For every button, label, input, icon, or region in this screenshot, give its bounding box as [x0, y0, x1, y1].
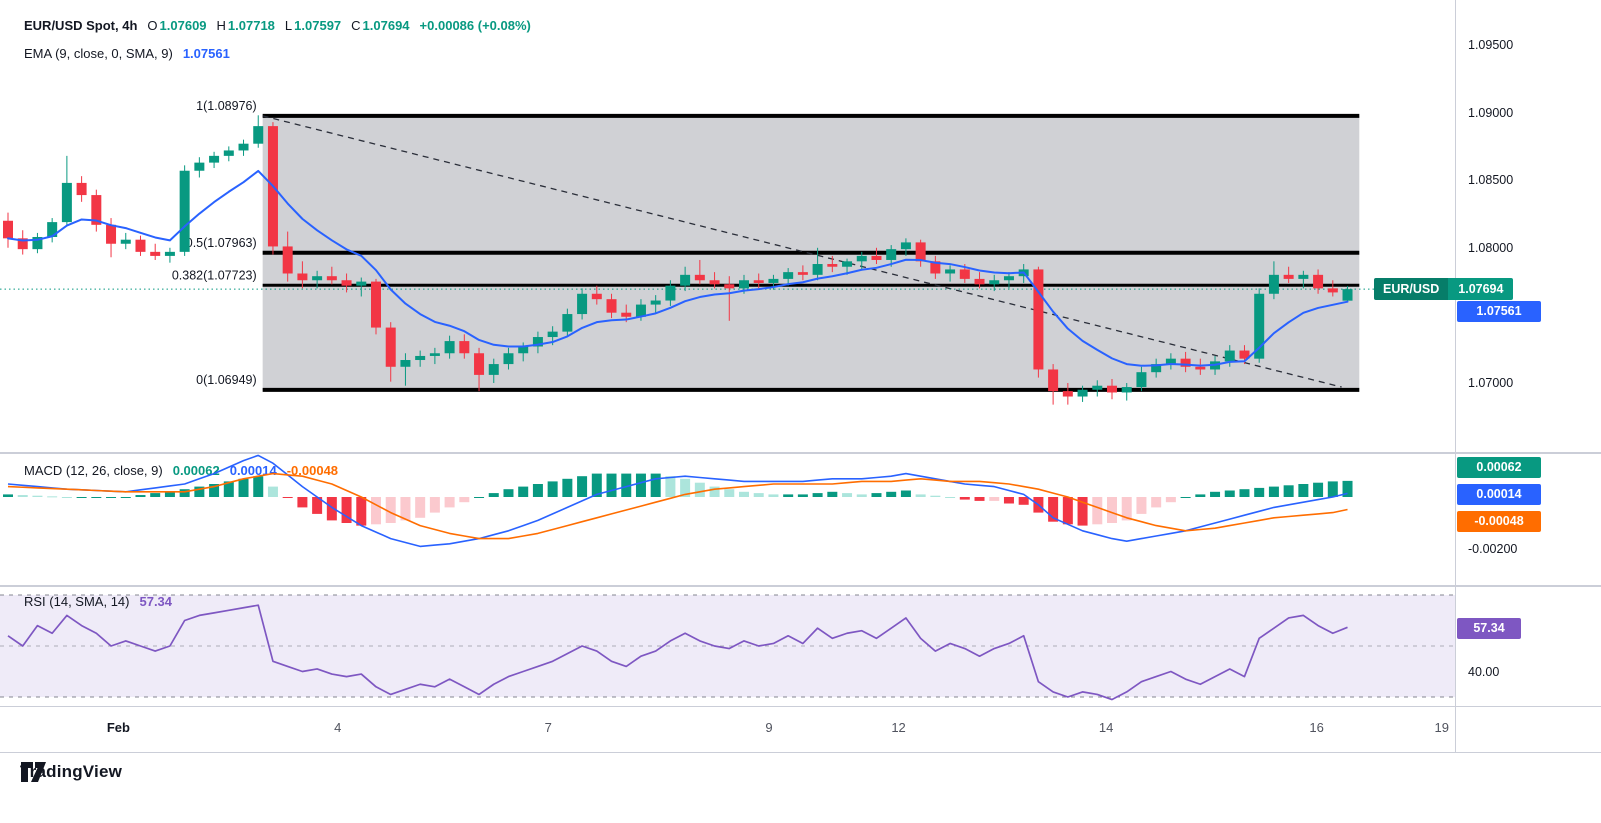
ohlc-close: C 1.07694 [351, 18, 410, 33]
time-label: 12 [891, 720, 906, 735]
time-label: 9 [765, 720, 773, 735]
pane-divider-macd-rsi[interactable] [0, 585, 1601, 587]
time-label: 19 [1434, 720, 1449, 735]
pane-divider-main-macd[interactable] [0, 452, 1601, 454]
ohlc-high: H 1.07718 [216, 18, 275, 33]
price-change: +0.00086 (+0.08%) [419, 18, 531, 33]
time-label: Feb [106, 720, 130, 735]
macd-line-badge: 0.00014 [1457, 484, 1541, 505]
time-label: 7 [544, 720, 552, 735]
price-tick: 1.08500 [1468, 173, 1514, 188]
tradingview-logo[interactable]: TradingView [20, 762, 122, 782]
fib-level-label: 0.382(1.07723) [172, 268, 257, 282]
main-price-chart-canvas[interactable]: 1(1.08976) 0.5(1.07963) 0.382(1.07723) 0(1.… [0, 0, 1455, 452]
ema-price-badge: 1.07561 [1457, 301, 1541, 322]
rsi-title[interactable]: RSI (14, SMA, 14) [24, 594, 130, 609]
rsi-value: 57.34 [139, 594, 173, 609]
tradingview-logo-text: TradingView [20, 762, 123, 781]
symbol-legend: EUR/USD Spot, 4h O 1.07609 H 1.07718 L 1.07… [24, 18, 531, 33]
ohlc-open: O 1.07609 [147, 18, 207, 33]
price-tick: 1.08000 [1468, 240, 1514, 255]
price-tick: 1.09500 [1468, 38, 1514, 52]
chart-bottom-border [0, 752, 1601, 753]
rsi-legend: RSI (14, SMA, 14) 57.34 [24, 594, 172, 609]
price-tick: 1.07000 [1468, 376, 1514, 390]
symbol-badge-name: EUR/USD [1374, 278, 1449, 300]
macd-signal-value: -0.00048 [286, 463, 339, 478]
symbol-badge-price: 1.07694 [1458, 282, 1504, 296]
rsi-panel-canvas[interactable] [0, 587, 1455, 705]
macd-signal-badge: -0.00048 [1457, 511, 1541, 532]
ema-title[interactable]: EMA (9, close, 0, SMA, 9) [24, 46, 173, 61]
tradingview-logo-icon [21, 762, 46, 782]
rsi-axis-tick: 40.00 [1468, 664, 1500, 679]
ohlc-low: L 1.07597 [284, 18, 342, 33]
time-label: 14 [1098, 720, 1114, 735]
time-label: 4 [334, 720, 342, 735]
macd-hist-badge: 0.00062 [1457, 457, 1541, 478]
macd-hist-value: 0.00062 [172, 463, 220, 478]
time-label: 16 [1309, 720, 1324, 735]
macd-title[interactable]: MACD (12, 26, close, 9) [24, 463, 163, 478]
fib-level-label: 1(1.08976) [196, 99, 256, 113]
fib-level-label: 0(1.06949) [196, 373, 256, 387]
macd-panel-canvas[interactable] [0, 454, 1455, 585]
symbol-title[interactable]: EUR/USD Spot, 4h [24, 18, 138, 33]
ema-legend: EMA (9, close, 0, SMA, 9) 1.07561 [24, 46, 230, 61]
symbol-last-price-badge: EUR/USD 1.07694 [1374, 278, 1514, 300]
macd-axis-tick: -0.00200 [1468, 542, 1518, 556]
price-tick: 1.09000 [1468, 105, 1514, 120]
price-axis-border [1455, 0, 1456, 752]
fib-level-label: 0.5(1.07963) [186, 236, 257, 250]
ema-value: 1.07561 [182, 46, 230, 61]
time-axis-border [0, 706, 1601, 707]
rsi-value-badge: 57.34 [1457, 618, 1521, 639]
time-axis[interactable]: Feb 4 7 9 12 14 16 19 [0, 708, 1601, 752]
